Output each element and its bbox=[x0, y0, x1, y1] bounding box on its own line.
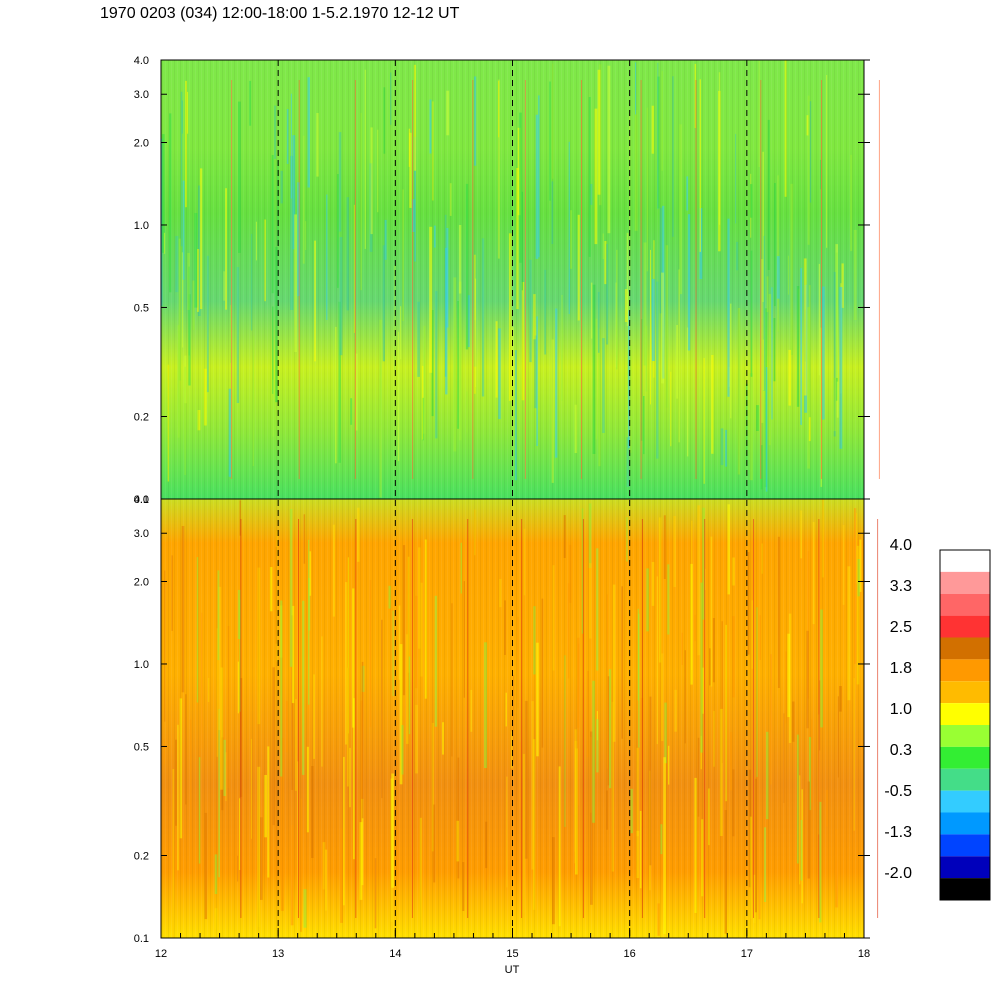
colorbar-label: 0.3 bbox=[890, 742, 912, 759]
x-tick-label: 17 bbox=[741, 948, 753, 960]
colorbar-swatch bbox=[940, 681, 990, 704]
colorbar-label: 3.3 bbox=[890, 578, 912, 595]
colorbar-label: 2.5 bbox=[890, 619, 912, 636]
x-axis-label: UT bbox=[505, 964, 520, 976]
colorbar-frame bbox=[939, 549, 991, 901]
x-tick-label: 13 bbox=[272, 948, 284, 960]
lower-panel bbox=[161, 499, 879, 938]
colorbar-swatch bbox=[940, 615, 990, 638]
colorbar-swatch bbox=[940, 550, 990, 572]
colorbar-label: -0.5 bbox=[884, 783, 912, 800]
colorbar-swatch bbox=[940, 812, 990, 835]
y-axis-ticks: 0.10.20.51.02.03.04.00.10.20.51.02.03.04… bbox=[134, 55, 870, 945]
colorbar-swatch bbox=[940, 768, 990, 791]
y-tick-label: 0.2 bbox=[134, 412, 149, 424]
x-tick-label: 18 bbox=[858, 948, 870, 960]
y-tick-label: 3.0 bbox=[134, 528, 149, 540]
colorbar-label: 4.0 bbox=[890, 537, 912, 554]
chart-title: 1970 0203 (034) 12:00-18:00 1-5.2.1970 1… bbox=[100, 5, 460, 22]
y-tick-label: 4.0 bbox=[134, 55, 149, 67]
x-axis-ticks: 12 13 14 15 16 17 18 bbox=[155, 928, 870, 960]
colorbar-swatch bbox=[940, 834, 990, 857]
x-tick-label: 12 bbox=[155, 948, 167, 960]
colorbar-label: -2.0 bbox=[884, 865, 912, 882]
colorbar-label: -1.3 bbox=[884, 824, 912, 841]
colorbar-swatch bbox=[940, 637, 990, 660]
y-tick-label: 0.2 bbox=[134, 851, 149, 863]
colorbar-swatch bbox=[940, 746, 990, 769]
colorbar-label: 1.0 bbox=[890, 701, 912, 718]
x-tick-label: 14 bbox=[389, 948, 401, 960]
colorbar-swatch bbox=[940, 659, 990, 682]
y-tick-label: 3.0 bbox=[134, 89, 149, 101]
y-tick-label: 1.0 bbox=[134, 220, 149, 232]
colorbar-swatch bbox=[940, 593, 990, 616]
hour-dashed-lines bbox=[277, 60, 748, 938]
upper-panel bbox=[161, 60, 880, 499]
colorbar-swatch bbox=[940, 571, 990, 594]
y-tick-label: 0.5 bbox=[134, 741, 149, 753]
colorbar-label: 1.8 bbox=[890, 660, 912, 677]
spectrogram-streak bbox=[877, 519, 879, 918]
colorbar-swatch bbox=[940, 703, 990, 725]
x-tick-label: 16 bbox=[624, 948, 636, 960]
colorbar: 4.0 3.3 2.5 1.8 1.0 0.3 -0.5 -1.3 -2.0 bbox=[884, 537, 991, 901]
y-tick-label: 0.1 bbox=[134, 933, 149, 945]
colorbar-swatch bbox=[940, 790, 990, 813]
y-tick-label: 2.0 bbox=[134, 137, 149, 149]
y-tick-label: 0.5 bbox=[134, 302, 149, 314]
y-tick-label: 0.1 bbox=[134, 494, 149, 506]
x-tick-label: 15 bbox=[506, 948, 518, 960]
colorbar-swatch bbox=[940, 878, 990, 900]
colorbar-swatch bbox=[940, 856, 990, 879]
y-tick-label: 2.0 bbox=[134, 576, 149, 588]
y-tick-label: 1.0 bbox=[134, 659, 149, 671]
y-tick-label: 4.0 bbox=[134, 494, 149, 506]
colorbar-swatch bbox=[940, 725, 990, 747]
spectrogram-streak bbox=[878, 80, 880, 479]
